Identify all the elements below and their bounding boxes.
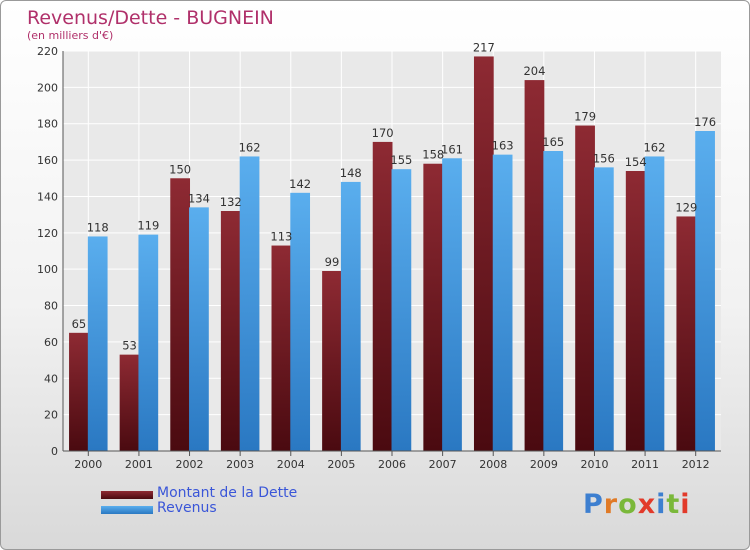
x-tick-label: 2002 [176,458,204,471]
y-tick-label: 180 [37,118,58,131]
dette-bar [271,245,292,451]
revenus-bar [644,156,665,452]
legend-swatch-revenus [101,506,153,514]
bars [69,56,715,452]
revenus-bar [695,131,715,451]
data-label: 158 [422,148,444,162]
dette-bar [69,332,89,451]
x-tick-label: 2010 [580,458,608,471]
revenus-bar [290,192,311,451]
y-tick-label: 200 [37,81,58,94]
dette-bar [473,56,494,452]
logo-letter: x [637,489,657,520]
dette-bar [170,178,191,452]
dette-bar [372,141,393,451]
x-tick-label: 2006 [378,458,406,471]
data-label: 156 [593,151,615,165]
chart-title: Revenus/Dette - BUGNEIN [27,7,274,29]
data-label: 165 [542,135,564,149]
x-tick-label: 2008 [479,458,507,471]
revenus-bar [189,207,209,451]
dette-bar [423,163,444,451]
legend-label-dette: Montant de la Dette [157,485,298,501]
logo-letter: r [603,489,619,520]
chart-subtitle: (en milliers d'€) [27,29,114,42]
data-label: 179 [574,110,596,124]
data-label: 150 [169,162,191,176]
data-label: 217 [473,40,495,54]
dette-bar [119,354,140,451]
dette-bar [524,80,545,451]
revenus-bar [87,236,108,451]
y-tick-label: 160 [37,154,58,167]
y-tick-label: 40 [44,372,58,385]
proxiti-logo: Proxiti [583,489,691,520]
revenus-bar [492,154,513,452]
logo-letter: i [656,489,667,520]
dette-bar [676,216,697,451]
data-label: 162 [239,140,261,154]
data-label: 161 [441,142,463,156]
data-label: 113 [270,230,292,244]
data-label: 134 [188,191,210,205]
data-label: 204 [523,64,545,78]
revenus-bar [340,181,361,451]
x-tick-label: 2009 [530,458,558,471]
data-label: 53 [122,339,137,353]
y-tick-label: 20 [44,409,58,422]
y-tick-label: 0 [51,445,58,458]
logo-letter: i [680,489,691,520]
x-tick-label: 2001 [125,458,153,471]
dette-bar [625,171,646,451]
y-tick-label: 120 [37,227,58,240]
y-tick-label: 140 [37,190,58,203]
revenus-bar [543,151,564,451]
data-label: 99 [325,255,340,269]
revenus-bar [138,234,159,451]
dette-bar [322,271,342,451]
revenus-bar [239,156,260,452]
y-tick-label: 60 [44,336,58,349]
legend-swatch-dette [101,491,153,499]
data-label: 65 [72,317,87,331]
dette-bar [220,211,241,451]
data-label: 118 [87,220,109,234]
data-label: 176 [694,115,716,129]
x-tick-label: 2004 [277,458,305,471]
y-tick-label: 80 [44,300,58,313]
y-tick-label: 220 [37,45,58,58]
data-label: 132 [220,195,242,209]
x-tick-label: 2012 [682,458,710,471]
data-label: 162 [643,140,665,154]
data-label: 154 [625,155,647,169]
data-labels: 65 118 53 119 150 134 132 162 113 142 99 148 170 155 1… [72,40,716,352]
data-label: 170 [372,126,394,140]
logo-letter: P [583,489,604,520]
logo-letter: t [666,489,681,520]
logo-letter: o [618,489,638,520]
x-tick-label: 2007 [429,458,457,471]
revenus-bar [442,158,462,452]
x-tick-label: 2003 [226,458,254,471]
data-label: 148 [340,166,362,180]
axes: 0 20 40 60 80 100 120 140 160 180 200 220 2000 2001 20… [37,45,721,471]
y-tick-label: 100 [37,263,58,276]
revenus-bar [593,167,614,451]
revenus-bar [391,169,412,451]
data-label: 163 [492,139,514,153]
data-label: 155 [390,153,412,167]
x-tick-label: 2000 [74,458,102,471]
dette-bar [575,125,595,451]
data-label: 142 [289,177,311,191]
x-tick-label: 2005 [327,458,355,471]
legend-label-revenus: Revenus [157,500,217,516]
data-label: 119 [137,219,159,233]
x-tick-label: 2011 [631,458,659,471]
data-label: 129 [675,200,697,214]
